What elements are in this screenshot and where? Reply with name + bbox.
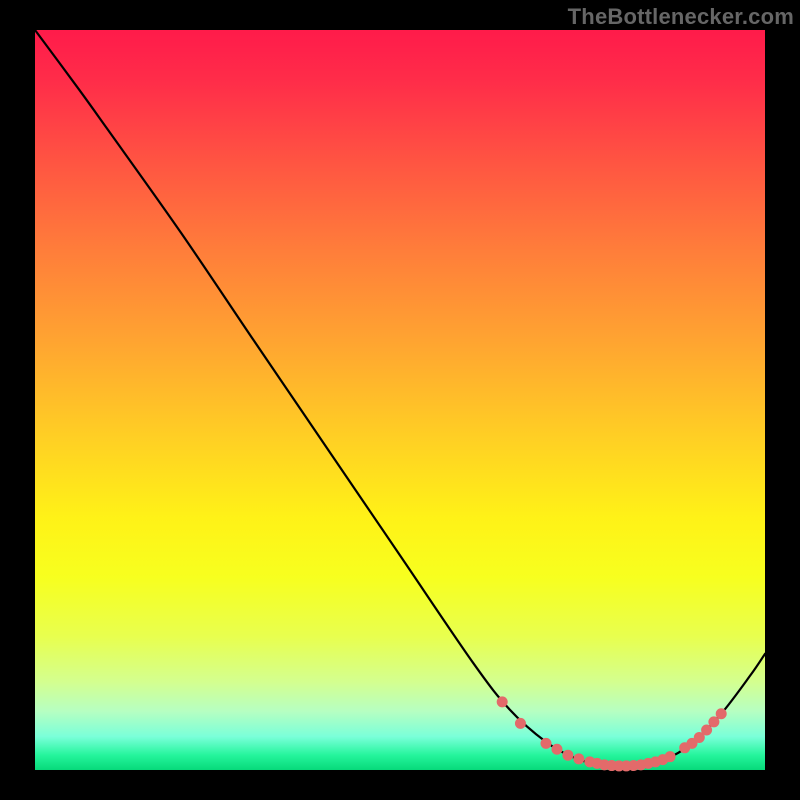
curve-marker: [497, 697, 507, 707]
curve-marker: [574, 754, 584, 764]
curve-marker: [515, 718, 525, 728]
canvas: TheBottlenecker.com: [0, 0, 800, 800]
curve-marker: [541, 738, 551, 748]
watermark: TheBottlenecker.com: [568, 4, 794, 30]
curve-marker: [552, 744, 562, 754]
curve-marker: [702, 725, 712, 735]
curve-marker: [709, 717, 719, 727]
curve-marker: [563, 750, 573, 760]
plot-background: [35, 30, 765, 770]
chart-svg: [0, 0, 800, 800]
curve-marker: [665, 752, 675, 762]
curve-marker: [716, 709, 726, 719]
